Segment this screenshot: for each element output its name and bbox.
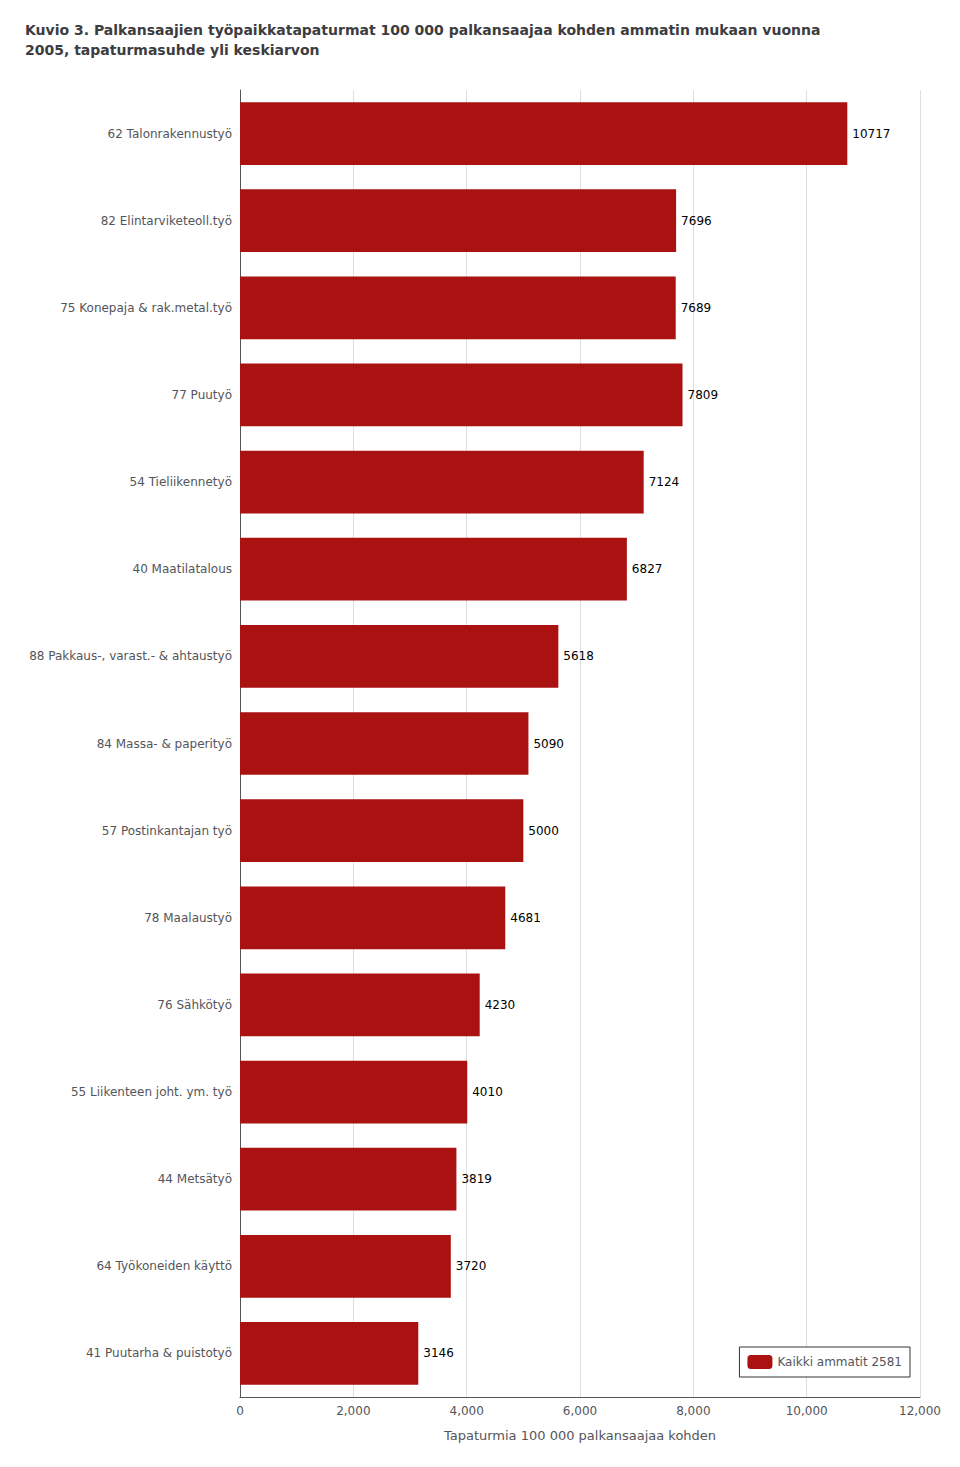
svg-text:62 Talonrakennustyö: 62 Talonrakennustyö [108, 127, 232, 141]
svg-text:8,000: 8,000 [676, 1404, 710, 1418]
svg-text:5618: 5618 [563, 649, 594, 663]
svg-text:64 Työkoneiden käyttö: 64 Työkoneiden käyttö [96, 1259, 232, 1273]
svg-text:Tapaturmia 100 000 palkansaaja: Tapaturmia 100 000 palkansaajaa kohden [443, 1428, 716, 1443]
svg-text:44 Metsätyö: 44 Metsätyö [158, 1172, 232, 1186]
svg-text:0: 0 [236, 1404, 244, 1418]
svg-text:5000: 5000 [528, 824, 559, 838]
svg-text:7689: 7689 [681, 301, 712, 315]
svg-text:10717: 10717 [852, 127, 890, 141]
svg-text:12,000: 12,000 [899, 1404, 941, 1418]
svg-text:2,000: 2,000 [336, 1404, 370, 1418]
svg-text:4010: 4010 [472, 1085, 503, 1099]
svg-text:10,000: 10,000 [786, 1404, 828, 1418]
svg-text:3720: 3720 [456, 1259, 487, 1273]
svg-text:6827: 6827 [632, 562, 663, 576]
svg-text:4230: 4230 [485, 998, 516, 1012]
svg-text:75 Konepaja & rak.metal.työ: 75 Konepaja & rak.metal.työ [60, 301, 232, 315]
svg-text:54 Tieliikennetyö: 54 Tieliikennetyö [130, 475, 232, 489]
svg-text:2005, tapaturmasuhde yli keski: 2005, tapaturmasuhde yli keskiarvon [25, 42, 320, 58]
svg-text:78 Maalaustyö: 78 Maalaustyö [144, 911, 232, 925]
svg-text:5090: 5090 [533, 737, 564, 751]
svg-text:6,000: 6,000 [563, 1404, 597, 1418]
svg-text:82 Elintarviketeoll.työ: 82 Elintarviketeoll.työ [101, 214, 232, 228]
svg-text:84 Massa- & paperityö: 84 Massa- & paperityö [97, 737, 232, 751]
svg-text:3819: 3819 [461, 1172, 492, 1186]
svg-text:88 Pakkaus-, varast.- & ahtaus: 88 Pakkaus-, varast.- & ahtaustyö [29, 649, 232, 663]
svg-text:3146: 3146 [423, 1346, 454, 1360]
svg-text:55 Liikenteen joht. ym. työ: 55 Liikenteen joht. ym. työ [71, 1085, 232, 1099]
svg-text:7696: 7696 [681, 214, 712, 228]
svg-text:7809: 7809 [688, 388, 719, 402]
svg-text:7124: 7124 [649, 475, 680, 489]
svg-text:4681: 4681 [510, 911, 541, 925]
svg-text:40 Maatilatalous: 40 Maatilatalous [133, 562, 232, 576]
svg-text:41 Puutarha & puistotyö: 41 Puutarha & puistotyö [86, 1346, 232, 1360]
svg-text:77 Puutyö: 77 Puutyö [172, 388, 232, 402]
svg-text:57 Postinkantajan työ: 57 Postinkantajan työ [102, 824, 232, 838]
svg-text:4,000: 4,000 [449, 1404, 483, 1418]
svg-text:76 Sähkötyö: 76 Sähkötyö [157, 998, 232, 1012]
svg-text:Kuvio 3. Palkansaajien työpaik: Kuvio 3. Palkansaajien työpaikkatapaturm… [25, 22, 820, 38]
svg-text:Kaikki ammatit 2581: Kaikki ammatit 2581 [777, 1355, 902, 1369]
